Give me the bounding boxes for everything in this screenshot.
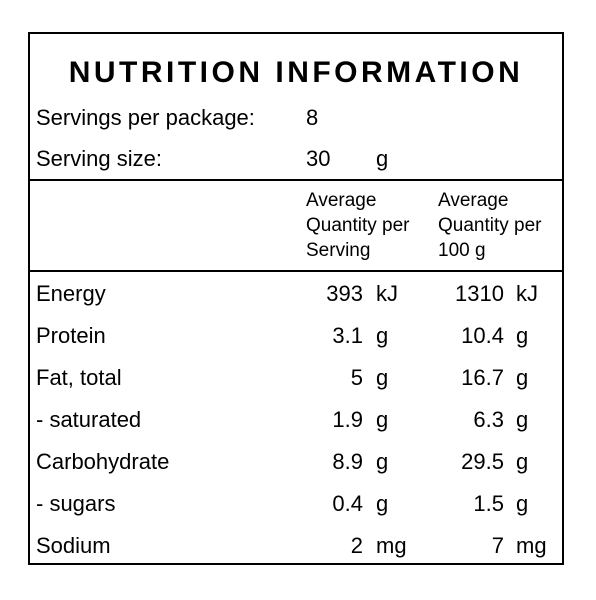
- nutrient-name: - saturated: [36, 407, 142, 432]
- serving-size-value: 30: [306, 146, 331, 171]
- nutrient-name: Fat, total: [36, 365, 122, 390]
- servings-value: 8: [306, 105, 319, 130]
- per-100g-value: 29.5: [461, 449, 504, 474]
- per-100g-value: 1310: [455, 281, 504, 306]
- per-serving-value: 2: [350, 533, 363, 558]
- per-100g-value: 16.7: [461, 365, 504, 390]
- per-100g-unit: g: [516, 323, 529, 348]
- per-serving-value: 5: [350, 365, 363, 390]
- per-100g-unit: g: [516, 365, 529, 390]
- nutrient-name: Protein: [36, 323, 106, 348]
- per-100g-value: 10.4: [461, 323, 504, 348]
- panel-title: NUTRITION INFORMATION: [68, 56, 524, 89]
- per-100g-unit: kJ: [516, 281, 538, 306]
- nutrition-panel: NUTRITION INFORMATION Servings per packa…: [28, 32, 564, 565]
- per-100g-value: 7: [491, 533, 504, 558]
- per-serving-unit: mg: [376, 533, 407, 558]
- header-line: Average: [438, 190, 509, 211]
- header-line: Average: [306, 190, 377, 211]
- nutrient-name: Energy: [36, 281, 106, 306]
- per-serving-unit: g: [376, 407, 389, 432]
- header-line: Quantity per: [438, 215, 542, 236]
- nutrient-name: Carbohydrate: [36, 449, 170, 474]
- divider-header: [30, 270, 562, 272]
- nutrient-name: Sodium: [36, 533, 111, 558]
- servings-label: Servings per package:: [36, 105, 255, 130]
- per-serving-unit: g: [376, 449, 389, 474]
- per-100g-value: 6.3: [473, 407, 504, 432]
- serving-size-label: Serving size:: [36, 146, 162, 171]
- header-line: Serving: [306, 240, 371, 261]
- per-100g-value: 1.5: [473, 491, 504, 516]
- header-line: Quantity per: [306, 215, 410, 236]
- per-serving-value: 3.1: [332, 323, 363, 348]
- nutrient-name: - sugars: [36, 491, 116, 516]
- per-serving-value: 1.9: [332, 407, 363, 432]
- per-100g-unit: g: [516, 407, 529, 432]
- divider-top: [30, 179, 562, 181]
- serving-size-unit: g: [376, 146, 389, 171]
- header-line: 100 g: [438, 240, 486, 261]
- per-100g-unit: g: [516, 491, 529, 516]
- per-100g-unit: mg: [516, 533, 547, 558]
- per-serving-value: 8.9: [332, 449, 363, 474]
- per-100g-unit: g: [516, 449, 529, 474]
- per-serving-unit: kJ: [376, 281, 398, 306]
- per-serving-unit: g: [376, 365, 389, 390]
- per-serving-unit: g: [376, 323, 389, 348]
- per-serving-value: 0.4: [332, 491, 363, 516]
- per-serving-value: 393: [326, 281, 363, 306]
- per-serving-unit: g: [376, 491, 389, 516]
